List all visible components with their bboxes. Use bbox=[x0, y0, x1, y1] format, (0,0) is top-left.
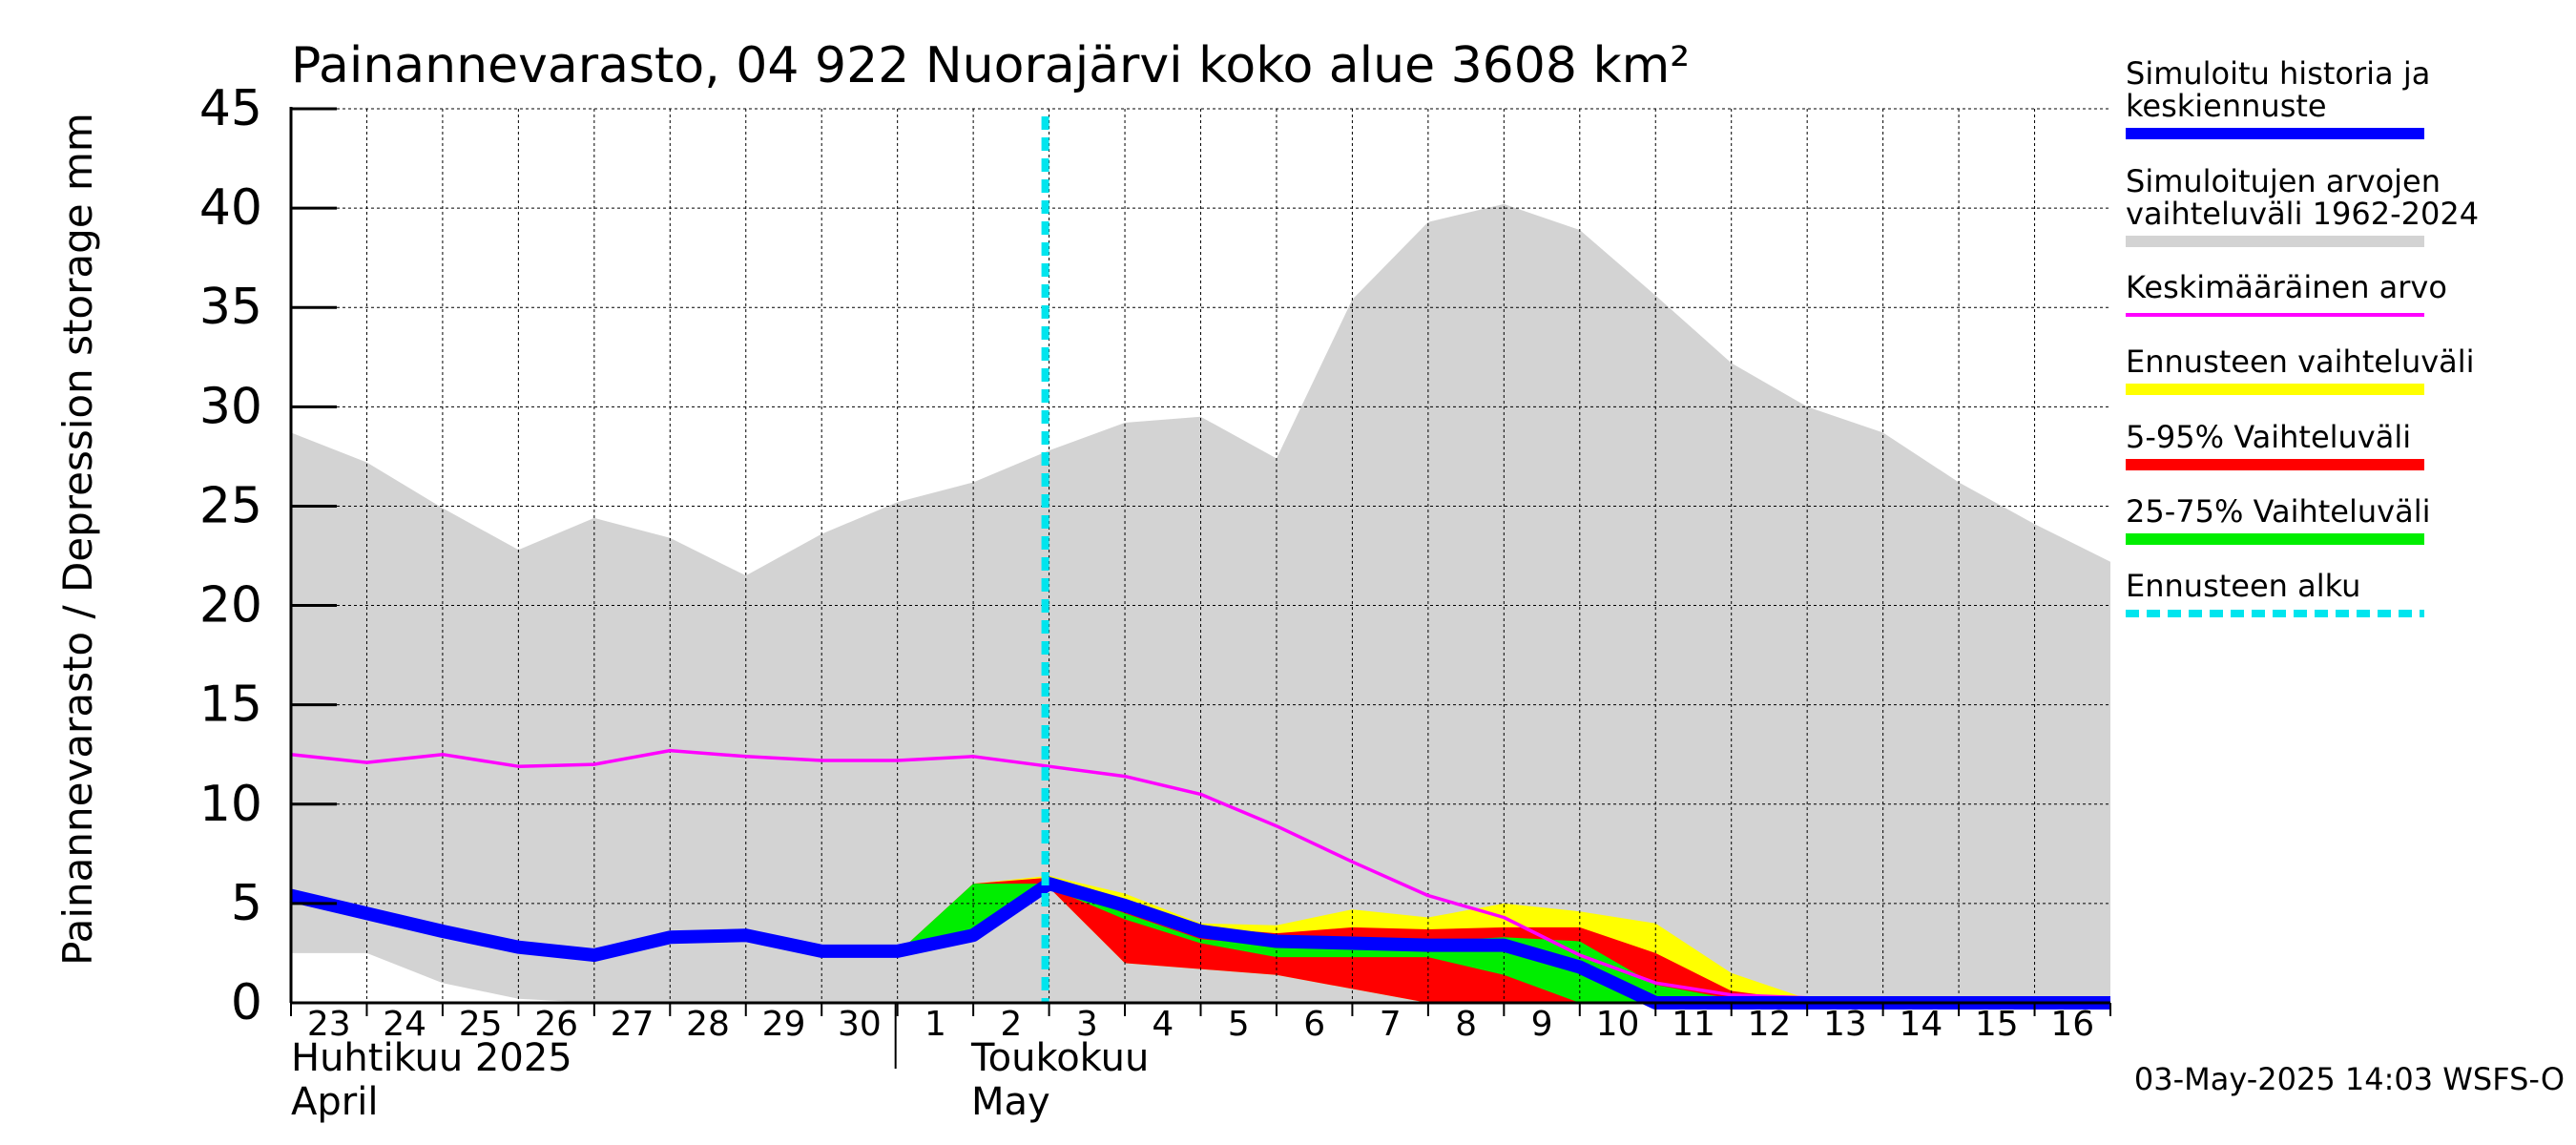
x-tick-label: 28 bbox=[686, 1005, 730, 1044]
y-tick-label: 0 bbox=[231, 974, 262, 1031]
month-label-en: April bbox=[291, 1080, 378, 1124]
x-tick-label: 14 bbox=[1899, 1005, 1942, 1044]
month-label: Huhtikuu 2025 bbox=[291, 1036, 572, 1080]
timestamp-footer: 03-May-2025 14:03 WSFS-O bbox=[2134, 1061, 2565, 1097]
plot-area bbox=[289, 108, 2111, 1010]
x-tick-label: 13 bbox=[1823, 1005, 1867, 1044]
x-tick-label: 3 bbox=[1076, 1005, 1098, 1044]
y-tick-label: 5 bbox=[231, 875, 262, 932]
x-tick-label: 16 bbox=[2050, 1005, 2094, 1044]
legend-item: 5-95% Vaihteluväli bbox=[2126, 419, 2424, 470]
legend-label: Ennusteen vaihteluväli bbox=[2126, 344, 2475, 380]
month-label: Toukokuu bbox=[970, 1036, 1149, 1080]
x-tick-label: 10 bbox=[1596, 1005, 1640, 1044]
legend-label: 25-75% Vaihteluväli bbox=[2126, 493, 2430, 530]
x-tick-label: 6 bbox=[1303, 1005, 1325, 1044]
x-tick-label: 5 bbox=[1228, 1005, 1250, 1044]
y-tick-label: 45 bbox=[199, 80, 262, 137]
legend-item: Keskimääräinen arvo bbox=[2126, 269, 2447, 317]
x-tick-label: 4 bbox=[1152, 1005, 1174, 1044]
x-tick-label: 25 bbox=[459, 1005, 503, 1044]
legend-label: Simuloitu historia ja bbox=[2126, 55, 2430, 92]
legend-label: Ennusteen alku bbox=[2126, 568, 2360, 604]
legend-label: vaihteluväli 1962-2024 bbox=[2126, 196, 2479, 232]
y-tick-label: 30 bbox=[199, 378, 262, 435]
legend-label: keskiennuste bbox=[2126, 88, 2327, 124]
x-tick-label: 12 bbox=[1748, 1005, 1792, 1044]
y-tick-label: 10 bbox=[199, 776, 262, 833]
legend: Simuloitu historia jakeskiennusteSimuloi… bbox=[2126, 55, 2479, 617]
y-tick-label: 20 bbox=[199, 577, 262, 635]
y-tick-label: 40 bbox=[199, 179, 262, 237]
x-tick-label: 29 bbox=[762, 1005, 806, 1044]
chart-title: Painannevarasto, 04 922 Nuorajärvi koko … bbox=[291, 37, 1690, 94]
x-tick-label: 24 bbox=[383, 1005, 426, 1044]
legend-label: 5-95% Vaihteluväli bbox=[2126, 419, 2411, 455]
y-axis-label: Painannevarasto / Depression storage mm bbox=[54, 113, 101, 966]
month-label-en: May bbox=[971, 1080, 1050, 1124]
x-tick-label: 11 bbox=[1672, 1005, 1715, 1044]
legend-item: Ennusteen alku bbox=[2126, 568, 2424, 617]
x-tick-label: 30 bbox=[838, 1005, 882, 1044]
y-tick-label: 25 bbox=[199, 477, 262, 534]
y-tick-label: 15 bbox=[199, 677, 262, 734]
x-tick-label: 7 bbox=[1380, 1005, 1402, 1044]
legend-label: Simuloitujen arvojen bbox=[2126, 163, 2441, 199]
x-tick-label: 2 bbox=[1000, 1005, 1022, 1044]
legend-item: 25-75% Vaihteluväli bbox=[2126, 493, 2430, 545]
x-tick-label: 15 bbox=[1975, 1005, 2019, 1044]
x-tick-label: 26 bbox=[534, 1005, 578, 1044]
x-tick-label: 8 bbox=[1455, 1005, 1477, 1044]
x-tick-label: 23 bbox=[307, 1005, 351, 1044]
legend-label: Keskimääräinen arvo bbox=[2126, 269, 2447, 305]
legend-item: Ennusteen vaihteluväli bbox=[2126, 344, 2475, 395]
x-tick-label: 9 bbox=[1531, 1005, 1553, 1044]
x-tick-label: 1 bbox=[924, 1005, 946, 1044]
y-tick-label: 35 bbox=[199, 279, 262, 336]
x-tick-label: 27 bbox=[611, 1005, 654, 1044]
